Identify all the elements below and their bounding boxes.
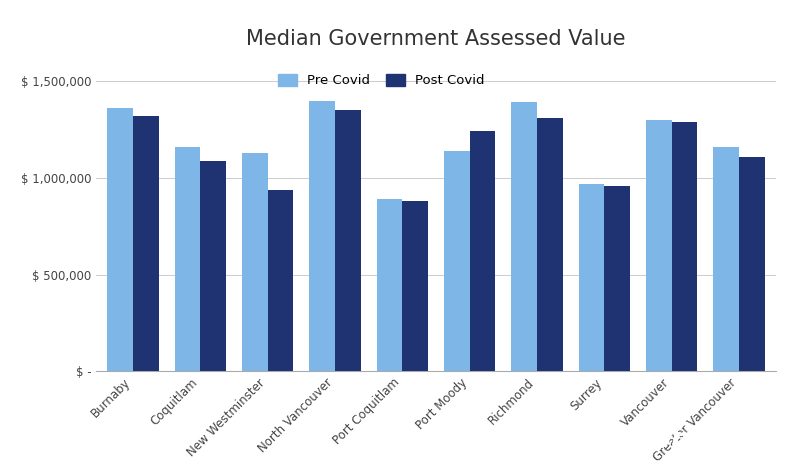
Bar: [335, 110, 361, 371]
Bar: [133, 116, 158, 371]
Bar: [604, 186, 630, 371]
Bar: [672, 122, 698, 371]
Bar: [646, 120, 672, 371]
Bar: [377, 199, 402, 371]
Bar: [200, 160, 226, 371]
Bar: [537, 118, 562, 371]
Bar: [310, 100, 335, 371]
Bar: [444, 151, 470, 371]
Bar: [242, 153, 268, 371]
Bar: [739, 157, 765, 371]
Bar: [470, 131, 495, 371]
Bar: [714, 147, 739, 371]
Bar: [578, 184, 604, 371]
Text: roomvu: roomvu: [618, 426, 738, 454]
Bar: [174, 147, 200, 371]
Legend: Pre Covid, Post Covid: Pre Covid, Post Covid: [273, 69, 490, 92]
Title: Median Government Assessed Value: Median Government Assessed Value: [246, 29, 626, 49]
Bar: [268, 189, 294, 371]
Bar: [107, 108, 133, 371]
Bar: [511, 102, 537, 371]
Bar: [402, 201, 428, 371]
